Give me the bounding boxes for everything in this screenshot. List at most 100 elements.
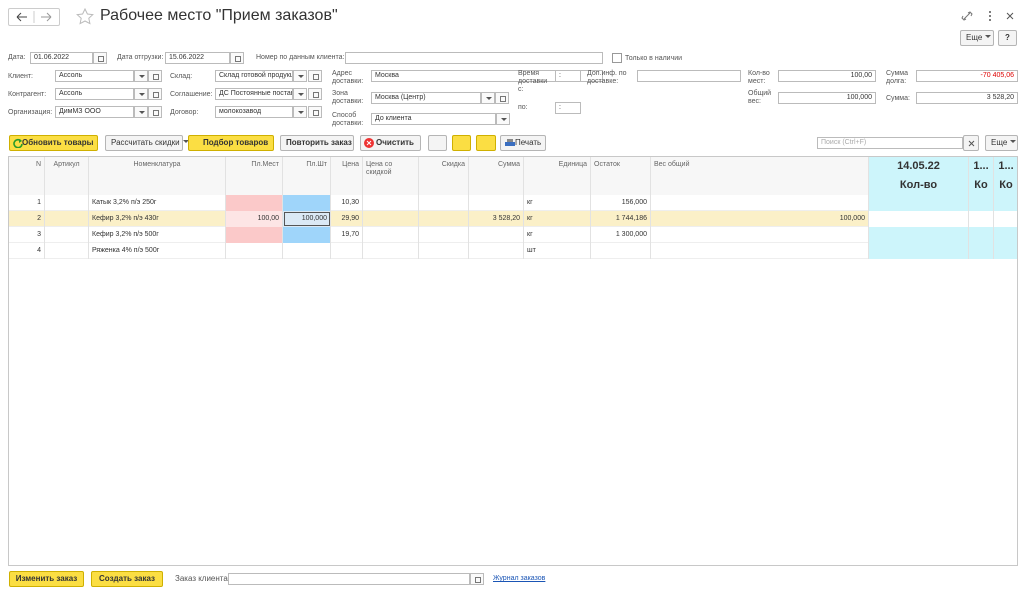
dropdown[interactable] bbox=[293, 70, 307, 82]
input[interactable]: 15.06.2022 bbox=[165, 52, 230, 64]
table-cell bbox=[469, 227, 524, 243]
open-button[interactable] bbox=[308, 88, 322, 100]
pick-button[interactable]: Подбор товаров bbox=[188, 135, 274, 151]
favorite-star[interactable] bbox=[76, 8, 94, 26]
table-cell: Кефир 3,2% п/э 430г bbox=[89, 211, 226, 227]
open-button[interactable] bbox=[495, 92, 509, 104]
input[interactable]: Ассоль bbox=[55, 88, 134, 100]
table-cell bbox=[419, 243, 469, 259]
more-button[interactable]: Еще bbox=[960, 30, 994, 46]
input[interactable]: : bbox=[555, 70, 581, 82]
dropdown[interactable] bbox=[134, 88, 148, 100]
open-button[interactable] bbox=[308, 70, 322, 82]
input[interactable]: Ассоль bbox=[55, 70, 134, 82]
column-header: Остаток bbox=[591, 157, 651, 195]
input[interactable]: 01.06.2022 bbox=[30, 52, 93, 64]
open-button[interactable] bbox=[148, 88, 162, 100]
label: Зона доставки: bbox=[332, 90, 364, 105]
table-cell bbox=[469, 243, 524, 259]
input[interactable]: 100,00 bbox=[778, 70, 876, 82]
update-button[interactable]: Обновить товары bbox=[9, 135, 98, 151]
nav-buttons[interactable] bbox=[8, 8, 60, 26]
table-cell: 3 528,20 bbox=[469, 211, 524, 227]
table-cell bbox=[651, 243, 869, 259]
date-column-header: 1... bbox=[969, 157, 994, 176]
discounts-button[interactable]: Рассчитать скидки bbox=[105, 135, 189, 151]
label: Кол-во мест: bbox=[748, 70, 770, 85]
label: Номер по данным клиента: bbox=[256, 54, 345, 61]
table-cell bbox=[45, 195, 89, 211]
dropdown[interactable] bbox=[481, 92, 495, 104]
change-order-button[interactable]: Изменить заказ bbox=[9, 571, 84, 587]
date-cell bbox=[869, 227, 969, 243]
table-cell: кг bbox=[524, 227, 591, 243]
search-input[interactable]: Поиск (Ctrl+F) bbox=[817, 137, 963, 149]
dropdown[interactable] bbox=[134, 70, 148, 82]
repeat-button[interactable]: Повторить заказ bbox=[280, 135, 354, 151]
table-cell: Катык 3,2% п/э 250г bbox=[89, 195, 226, 211]
input[interactable] bbox=[228, 573, 470, 585]
input[interactable]: 100,000 bbox=[778, 92, 876, 104]
column-header: Пл.Мест bbox=[226, 157, 283, 195]
date-cell bbox=[994, 227, 1017, 243]
calendar-button[interactable] bbox=[93, 52, 107, 64]
label: Сумма: bbox=[886, 95, 910, 102]
input[interactable]: -70 405,06 bbox=[916, 70, 1018, 82]
date-cell bbox=[969, 195, 994, 211]
clear-button[interactable]: Очистить bbox=[360, 135, 421, 151]
window-icons[interactable] bbox=[960, 8, 1020, 24]
label: Склад: bbox=[170, 73, 193, 80]
sort-desc-button[interactable] bbox=[476, 135, 496, 151]
checkbox[interactable] bbox=[612, 53, 622, 63]
input[interactable]: До клиента bbox=[371, 113, 496, 125]
label: Способ доставки: bbox=[332, 112, 364, 127]
search-icon-button[interactable] bbox=[428, 135, 447, 151]
dropdown[interactable] bbox=[496, 113, 510, 125]
label: Адрес доставки: bbox=[332, 70, 364, 85]
open-button[interactable] bbox=[148, 70, 162, 82]
input[interactable]: 3 528,20 bbox=[916, 92, 1018, 104]
table-cell: 2 bbox=[9, 211, 45, 227]
table-cell: кг bbox=[524, 195, 591, 211]
label: Соглашение: bbox=[170, 91, 213, 98]
table-cell: кг bbox=[524, 211, 591, 227]
dropdown[interactable] bbox=[134, 106, 148, 118]
more-label: Еще bbox=[966, 33, 983, 42]
open-button[interactable] bbox=[148, 106, 162, 118]
open-button[interactable] bbox=[470, 573, 484, 585]
table-cell: 156,000 bbox=[591, 195, 651, 211]
sort-asc-button[interactable] bbox=[452, 135, 471, 151]
column-header: Сумма bbox=[469, 157, 524, 195]
input[interactable]: ДС Постоянные постав bbox=[215, 88, 293, 100]
input[interactable]: Склад готовой продукц bbox=[215, 70, 293, 82]
input[interactable]: Москва bbox=[371, 70, 603, 82]
input[interactable]: : bbox=[555, 102, 581, 114]
search-clear[interactable] bbox=[963, 135, 979, 151]
label: Дата отгрузки: bbox=[117, 54, 164, 61]
input[interactable]: молокозавод bbox=[215, 106, 293, 118]
help-button[interactable]: ? bbox=[998, 30, 1017, 46]
table-cell bbox=[45, 227, 89, 243]
table-cell bbox=[419, 211, 469, 227]
input[interactable]: Москва (Центр) bbox=[371, 92, 481, 104]
input[interactable] bbox=[637, 70, 741, 82]
table-more-button[interactable]: Еще bbox=[985, 135, 1018, 151]
journal-link[interactable]: Журнал заказов bbox=[493, 575, 546, 582]
table-cell bbox=[226, 243, 283, 259]
table-cell bbox=[226, 195, 283, 211]
date-cell bbox=[869, 211, 969, 227]
calendar-button[interactable] bbox=[230, 52, 244, 64]
table-cell bbox=[363, 227, 419, 243]
dropdown[interactable] bbox=[293, 88, 307, 100]
create-order-button[interactable]: Создать заказ bbox=[91, 571, 163, 587]
label: Сумма долга: bbox=[886, 70, 908, 85]
nav-arrows bbox=[16, 11, 52, 23]
input[interactable] bbox=[345, 52, 603, 64]
date-cell bbox=[994, 243, 1017, 259]
label: Заказ клиента: bbox=[175, 574, 231, 583]
refresh-icon bbox=[13, 138, 23, 148]
open-button[interactable] bbox=[308, 106, 322, 118]
clear-icon bbox=[364, 138, 374, 148]
dropdown[interactable] bbox=[293, 106, 307, 118]
input[interactable]: ДимМЗ ООО bbox=[55, 106, 134, 118]
